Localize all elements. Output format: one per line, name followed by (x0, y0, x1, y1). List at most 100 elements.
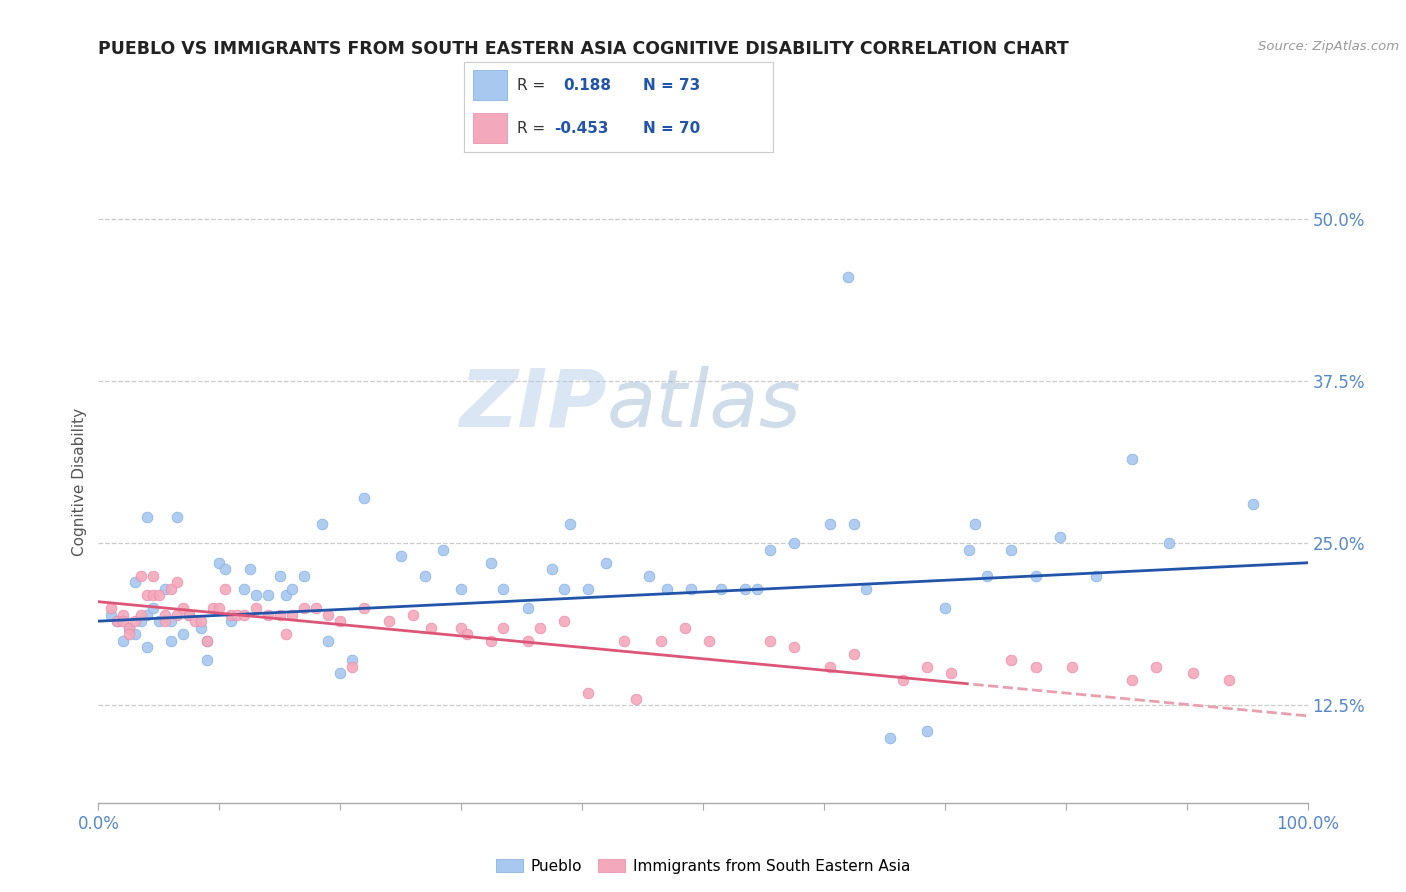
Point (142, 601, 165, 615)
Text: atlas: atlas (606, 366, 801, 443)
Point (124, 575, 146, 590)
Point (879, 731, 901, 745)
Point (221, 607, 243, 622)
Point (818, 516, 841, 531)
Point (413, 568, 436, 582)
Point (1000, 653, 1022, 667)
Point (129, 568, 152, 582)
Text: ZIP: ZIP (458, 366, 606, 443)
Bar (474, 113, 508, 143)
Point (124, 614, 146, 628)
Point (1000, 542, 1022, 557)
Point (148, 614, 170, 628)
Point (226, 607, 249, 622)
Point (311, 516, 333, 531)
Point (915, 659, 938, 673)
Point (747, 582, 769, 596)
Point (129, 607, 152, 622)
Point (269, 607, 291, 622)
Point (965, 516, 987, 531)
Point (153, 614, 176, 628)
Point (305, 601, 328, 615)
Point (342, 653, 364, 667)
Point (1024, 568, 1046, 582)
Legend: Pueblo, Immigrants from South Eastern Asia: Pueblo, Immigrants from South Eastern As… (489, 853, 917, 880)
Point (782, 640, 804, 654)
Point (353, 601, 375, 615)
Point (1218, 673, 1240, 687)
Point (837, 270, 859, 285)
Text: -0.453: -0.453 (554, 120, 609, 136)
Point (353, 491, 375, 505)
Point (269, 568, 291, 582)
Point (1060, 659, 1083, 673)
Point (142, 568, 165, 582)
Text: N = 70: N = 70 (644, 120, 700, 136)
Text: R =: R = (516, 78, 544, 93)
Point (118, 621, 141, 635)
Point (891, 673, 914, 687)
Point (208, 601, 231, 615)
Point (124, 627, 146, 641)
Point (844, 516, 866, 531)
Point (135, 510, 157, 524)
Point (195, 633, 218, 648)
Point (758, 542, 780, 557)
Point (1121, 452, 1143, 467)
Text: 0.188: 0.188 (562, 78, 612, 93)
Point (957, 542, 980, 557)
Point (148, 588, 170, 602)
Point (758, 633, 780, 648)
Point (389, 549, 412, 564)
Point (1085, 568, 1108, 582)
Point (135, 640, 157, 654)
Point (160, 614, 183, 628)
Point (342, 659, 364, 673)
Point (377, 614, 399, 628)
Point (316, 607, 339, 622)
Point (160, 582, 183, 596)
Point (481, 633, 503, 648)
Point (576, 582, 599, 596)
Point (939, 666, 962, 681)
Point (118, 627, 141, 641)
Point (239, 562, 262, 576)
Point (153, 582, 176, 596)
Point (202, 601, 225, 615)
Point (160, 633, 183, 648)
Point (516, 601, 538, 615)
Point (1157, 536, 1180, 550)
Text: PUEBLO VS IMMIGRANTS FROM SOUTH EASTERN ASIA COGNITIVE DISABILITY CORRELATION CH: PUEBLO VS IMMIGRANTS FROM SOUTH EASTERN … (98, 40, 1069, 58)
Point (1049, 530, 1071, 544)
Point (516, 633, 538, 648)
Point (190, 621, 212, 635)
Point (529, 621, 551, 635)
Point (1024, 659, 1046, 673)
Point (214, 582, 236, 596)
Point (492, 621, 515, 635)
Point (100, 607, 122, 622)
Point (274, 588, 297, 602)
Point (697, 633, 720, 648)
Point (281, 607, 304, 622)
Point (153, 607, 176, 622)
Point (1121, 673, 1143, 687)
Point (782, 536, 804, 550)
Point (673, 621, 696, 635)
Point (456, 627, 478, 641)
Point (118, 621, 141, 635)
Point (142, 588, 165, 602)
Point (613, 633, 636, 648)
Point (105, 614, 128, 628)
Point (105, 614, 128, 628)
Point (1241, 497, 1264, 511)
Point (553, 614, 575, 628)
Point (316, 633, 339, 648)
Point (450, 582, 472, 596)
Point (481, 556, 503, 570)
Point (558, 516, 581, 531)
Point (595, 556, 617, 570)
Point (844, 647, 866, 661)
Point (166, 575, 188, 590)
Point (195, 633, 218, 648)
